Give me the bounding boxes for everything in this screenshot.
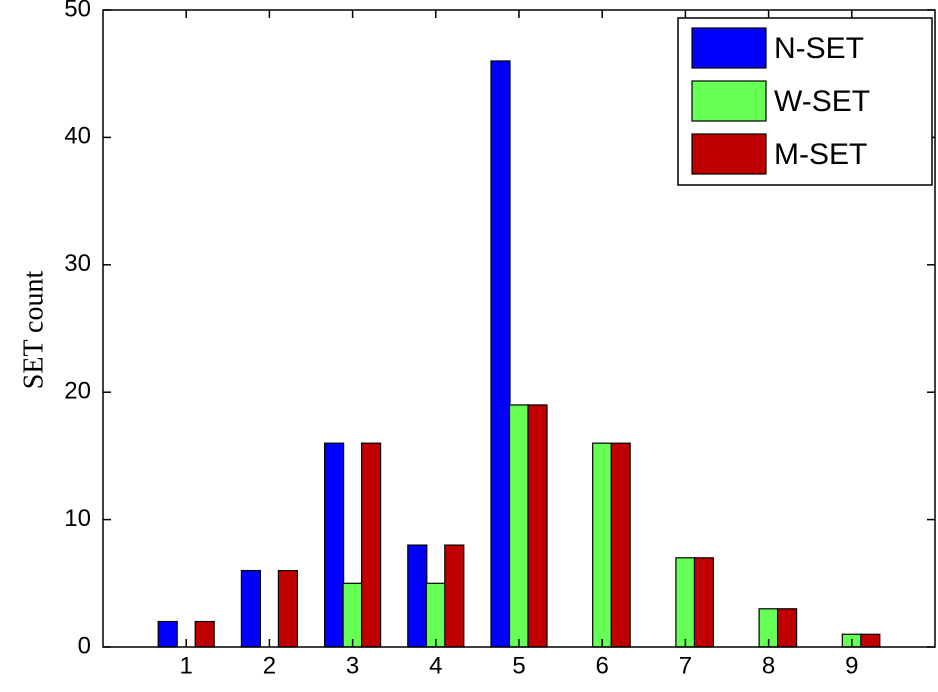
y-tick-label: 20 [64, 378, 91, 405]
bar [776, 608, 798, 648]
legend-swatch [691, 27, 767, 69]
bar [425, 582, 446, 648]
x-tick-label: 5 [512, 652, 525, 679]
x-tick-label: 8 [762, 652, 775, 679]
bar [277, 569, 298, 648]
bar [860, 633, 881, 648]
y-tick-label: 10 [64, 505, 91, 532]
x-tick-label: 4 [429, 652, 442, 679]
x-tick-label: 6 [596, 652, 609, 679]
bar [407, 544, 428, 648]
bar [194, 620, 215, 648]
bar [693, 557, 715, 648]
y-tick-label: 50 [64, 0, 91, 22]
y-tick-label: 40 [64, 123, 91, 150]
y-tick-label: 0 [78, 632, 91, 659]
legend-label: M-SET [774, 138, 867, 171]
legend-label: W-SET [774, 85, 870, 118]
legend-swatch [691, 133, 767, 175]
legend-swatch [691, 80, 767, 122]
x-tick-label: 2 [263, 652, 276, 679]
bar [592, 442, 613, 648]
bar [324, 442, 345, 648]
bar [361, 442, 382, 648]
legend-label: N-SET [774, 32, 864, 65]
x-tick-label: 1 [180, 652, 193, 679]
bar [157, 620, 178, 648]
bar [342, 582, 363, 648]
bar [444, 544, 465, 648]
y-axis-label: SET count [18, 271, 49, 390]
y-tick-label: 30 [64, 250, 91, 277]
x-tick-label: 9 [845, 652, 858, 679]
bar [240, 569, 261, 648]
bar [527, 404, 548, 648]
bar [508, 404, 530, 648]
bar [675, 557, 696, 648]
bar [610, 442, 631, 648]
x-tick-label: 7 [679, 652, 692, 679]
bar [490, 60, 511, 648]
x-tick-label: 3 [346, 652, 359, 679]
